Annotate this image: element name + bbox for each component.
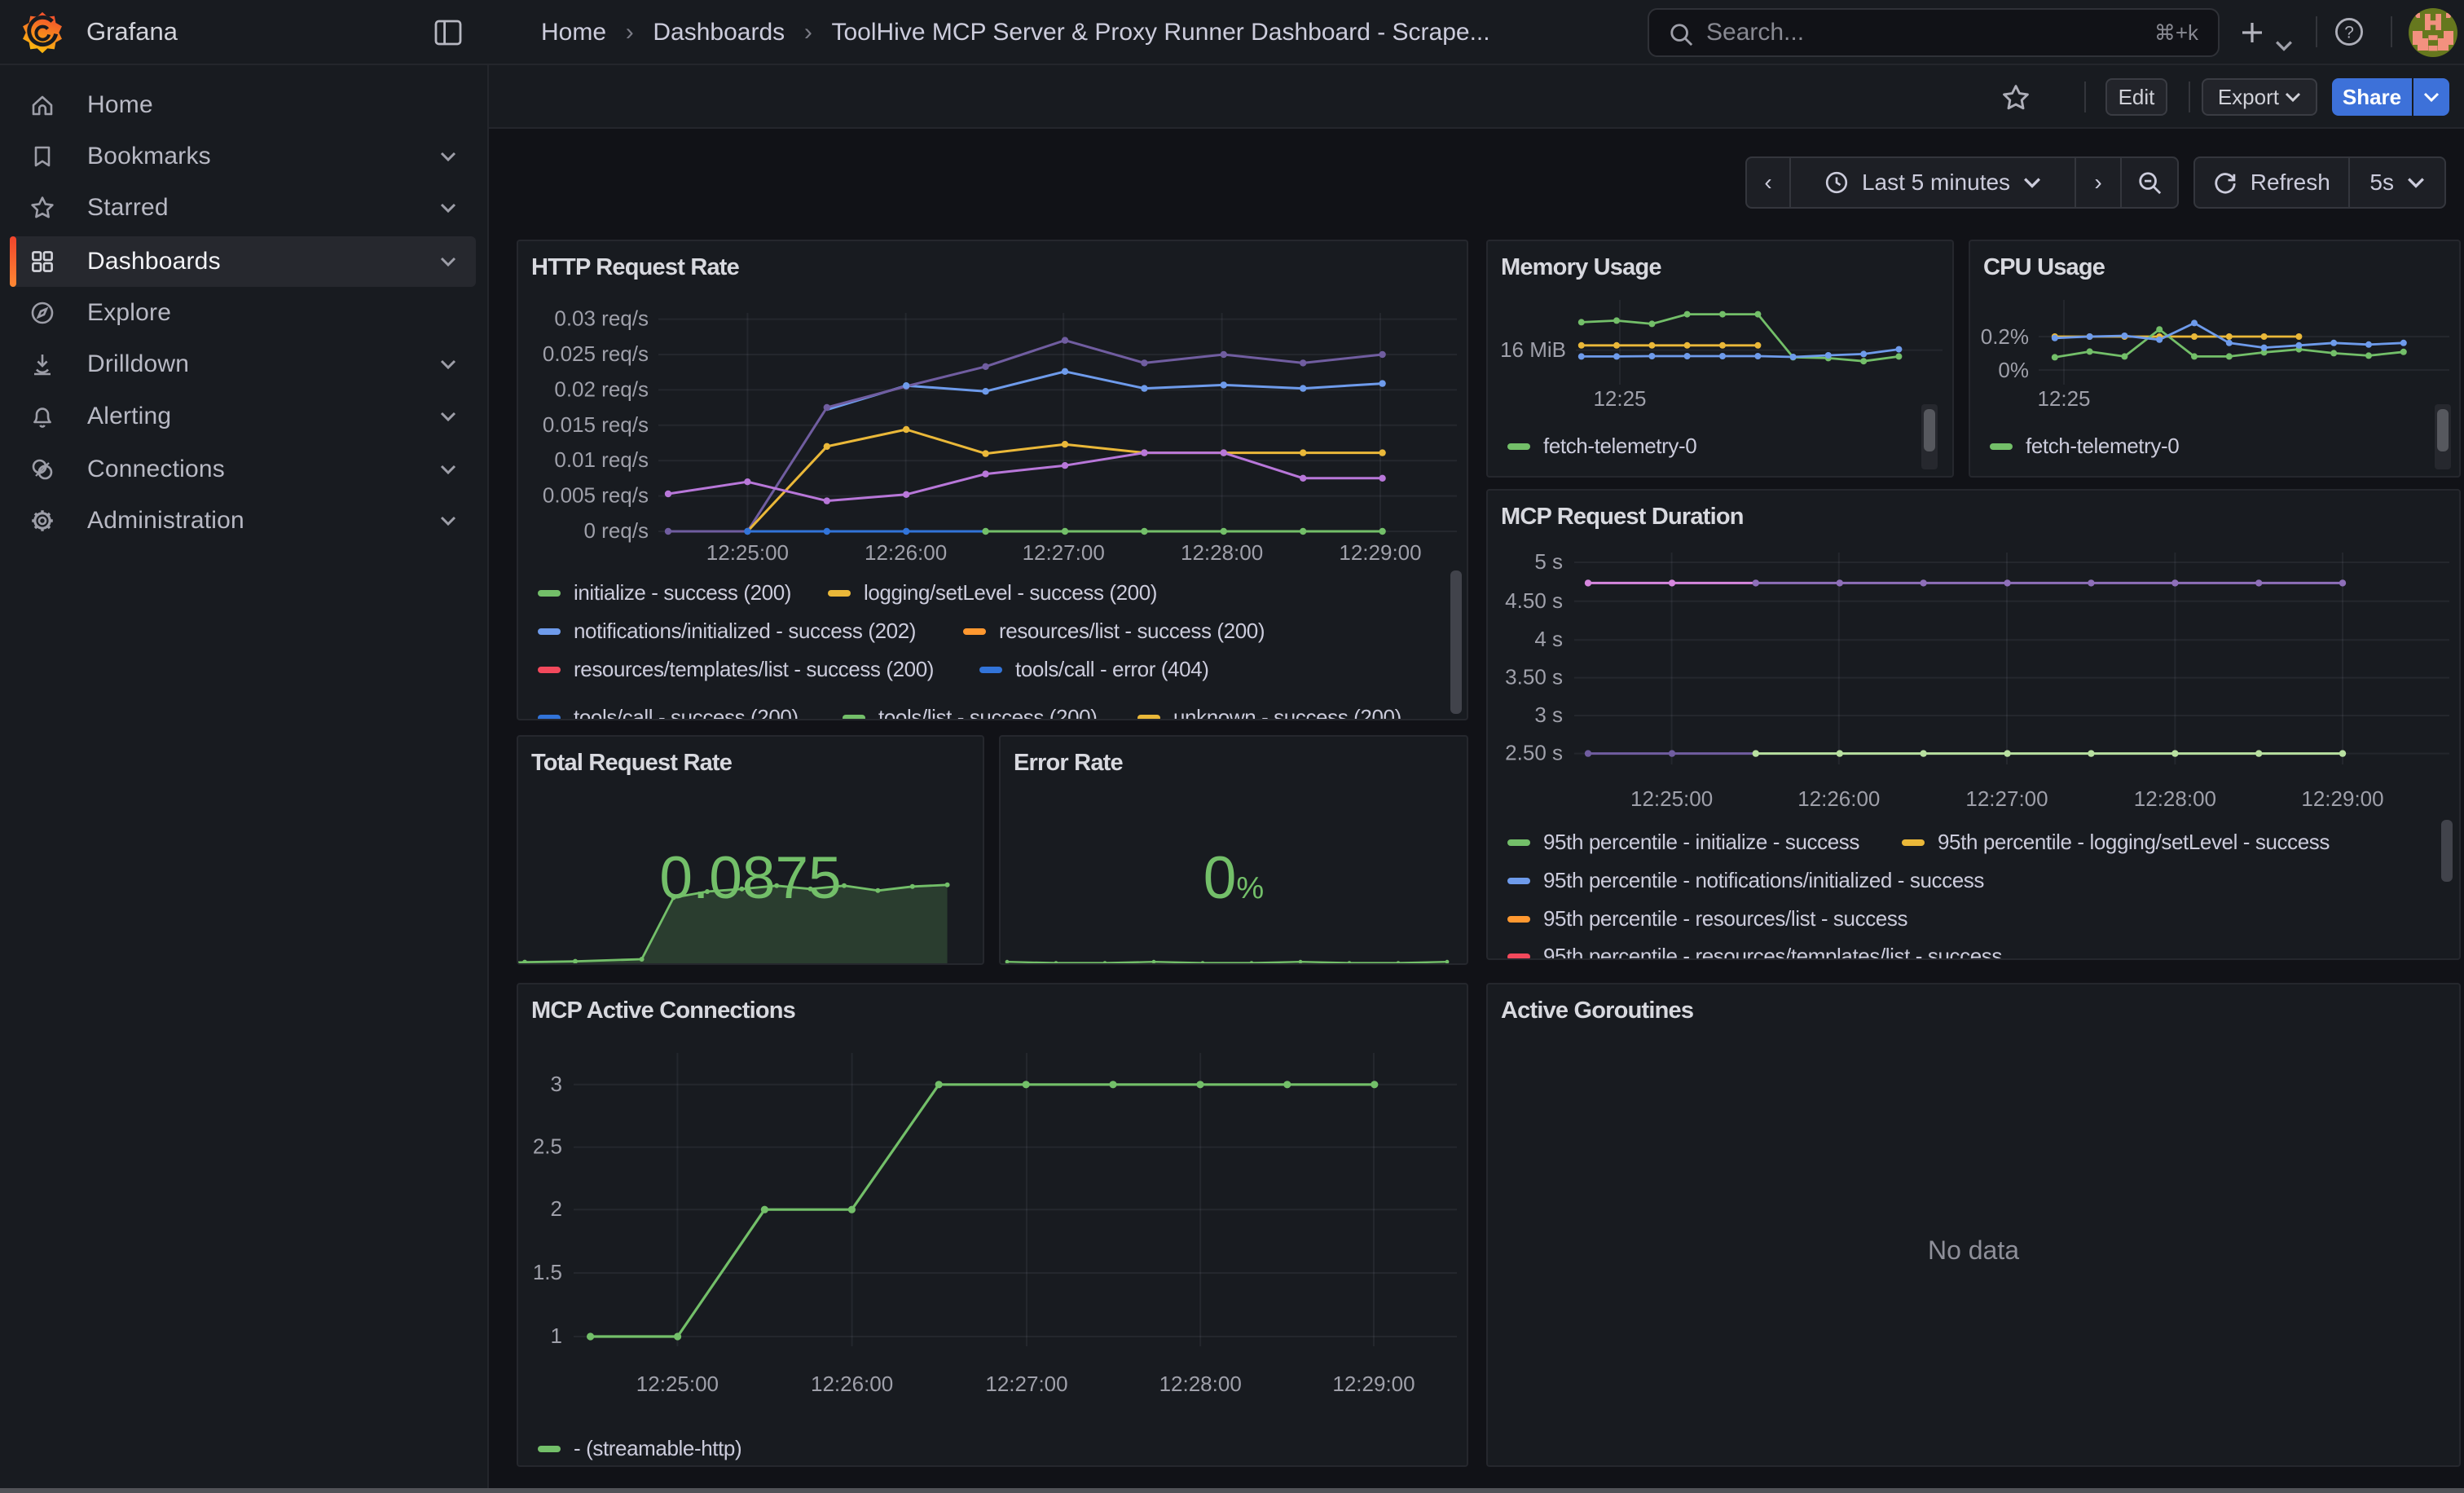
svg-text:12:26:00: 12:26:00 <box>1797 786 1880 811</box>
svg-text:12:29:00: 12:29:00 <box>1339 540 1421 565</box>
svg-text:0.02 req/s: 0.02 req/s <box>554 377 649 401</box>
svg-text:12:25: 12:25 <box>2037 386 2090 411</box>
svg-text:16 MiB: 16 MiB <box>1500 337 1566 362</box>
svg-text:3.50 s: 3.50 s <box>1505 665 1563 689</box>
svg-text:0.025 req/s: 0.025 req/s <box>543 341 649 366</box>
svg-text:0.005 req/s: 0.005 req/s <box>543 483 649 508</box>
svg-text:0.03 req/s: 0.03 req/s <box>554 306 649 331</box>
svg-text:2.50 s: 2.50 s <box>1505 741 1563 765</box>
svg-text:3 s: 3 s <box>1534 702 1563 727</box>
svg-text:2.5: 2.5 <box>533 1134 562 1159</box>
svg-text:12:27:00: 12:27:00 <box>1965 786 2048 811</box>
svg-text:12:26:00: 12:26:00 <box>811 1372 893 1396</box>
svg-text:0%: 0% <box>1998 358 2029 382</box>
svg-text:12:27:00: 12:27:00 <box>1023 540 1105 565</box>
svg-text:2: 2 <box>551 1196 562 1221</box>
svg-text:4.50 s: 4.50 s <box>1505 588 1563 613</box>
svg-text:?: ? <box>2344 24 2354 42</box>
svg-text:0.015 req/s: 0.015 req/s <box>543 412 649 437</box>
svg-text:0 req/s: 0 req/s <box>584 518 649 543</box>
svg-text:1: 1 <box>551 1323 562 1348</box>
svg-text:12:29:00: 12:29:00 <box>2301 786 2383 811</box>
svg-text:12:28:00: 12:28:00 <box>1181 540 1263 565</box>
svg-text:1.5: 1.5 <box>533 1260 562 1284</box>
svg-text:0.01 req/s: 0.01 req/s <box>554 447 649 472</box>
svg-text:12:25: 12:25 <box>1593 386 1646 411</box>
svg-text:12:25:00: 12:25:00 <box>1630 786 1713 811</box>
svg-text:12:27:00: 12:27:00 <box>985 1372 1067 1396</box>
svg-text:4 s: 4 s <box>1534 627 1563 651</box>
svg-text:12:29:00: 12:29:00 <box>1332 1372 1415 1396</box>
svg-text:12:25:00: 12:25:00 <box>636 1372 719 1396</box>
svg-text:12:28:00: 12:28:00 <box>1159 1372 1242 1396</box>
svg-text:12:25:00: 12:25:00 <box>706 540 789 565</box>
svg-text:5 s: 5 s <box>1534 549 1563 574</box>
svg-text:3: 3 <box>551 1072 562 1096</box>
svg-text:12:26:00: 12:26:00 <box>865 540 947 565</box>
svg-text:0.2%: 0.2% <box>1981 324 2029 349</box>
svg-text:12:28:00: 12:28:00 <box>2134 786 2216 811</box>
